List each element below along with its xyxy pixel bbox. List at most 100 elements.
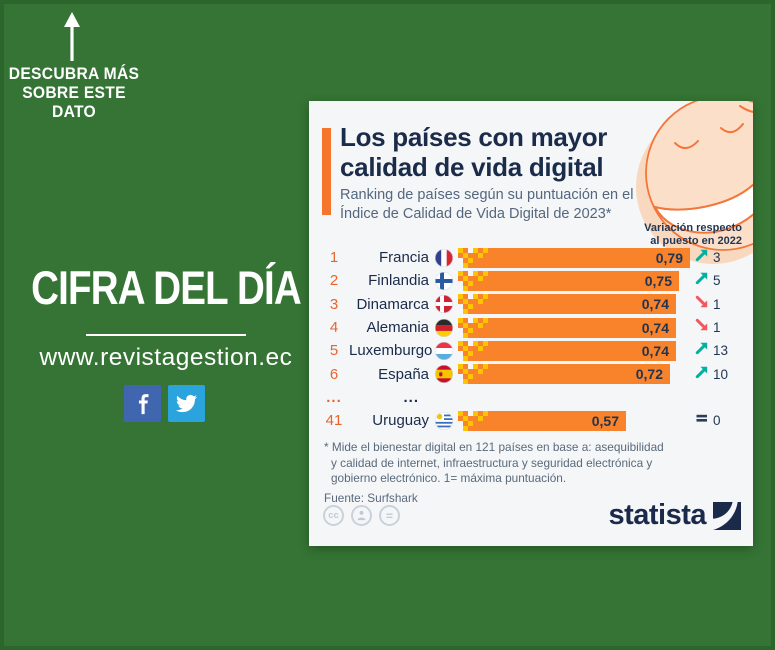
cc-icon: cc [323,505,344,526]
bar-pattern-square [478,275,483,281]
score-bar: 0,74 [458,294,676,315]
bar-pattern-square [458,340,463,346]
bar-pattern-square [483,364,488,370]
country-name: Alemania [366,319,429,337]
bar-pattern-square [468,420,473,426]
country-name: España [378,365,429,383]
bar-pattern-square [463,355,468,361]
bar-pattern-square [468,304,473,310]
trend-down-icon [695,295,709,314]
variation-badge: 13 [695,341,728,360]
cta-text: DESCUBRA MÁS SOBRE ESTE DATO [6,64,142,121]
score-value: 0,75 [644,272,672,289]
website-link[interactable]: www.revistagestion.ec [39,344,293,371]
score-value: 0,57 [591,412,619,429]
variation-value: 5 [713,273,721,289]
statista-logo: statista [608,499,741,532]
country-flag-icon [435,341,453,360]
variation-value: 1 [713,296,721,312]
bar-pattern-square [473,317,478,323]
footnote-line: * Mide el bienestar digital en 121 paíse… [324,440,664,454]
trend-up-icon [695,341,709,360]
ranking-row: 41 Uruguay 0,57 0 [309,409,753,432]
ranking-row: 3 Dinamarca 0,74 1 [309,293,753,316]
bar-pattern-square [478,345,483,351]
chart-subtitle-line: Índice de Calidad de Vida Digital de 202… [340,206,612,222]
chart-title: Los países con mayor calidad de vida dig… [340,122,607,182]
score-bar: 0,57 [458,410,626,431]
score-value: 0,74 [641,296,669,313]
bar-pattern-square [463,345,468,351]
bar-pattern-square [473,340,478,346]
score-bar: 0,74 [458,340,676,361]
bar-pattern-square [458,374,463,380]
bar-pattern-square [458,327,463,333]
bar-pattern-square [463,309,468,315]
license-icons: cc = [323,505,400,526]
ranking-row: 6 España 0,72 10 [309,362,753,385]
ranking-row: 1 Francia 0,79 3 [309,246,753,269]
rank-number: 6 [329,365,339,383]
country-name: Luxemburgo [349,342,433,360]
bar-pattern-square [468,270,473,276]
chart-subtitle: Ranking de países según su puntuación en… [340,186,633,224]
country-flag-icon [435,248,453,267]
bar-pattern-square [458,317,463,323]
country-flag-icon [435,411,453,430]
twitter-icon[interactable] [168,385,205,422]
bar-pattern-square [468,410,473,416]
bar-pattern-square [483,270,488,276]
bar-pattern-square [458,262,463,268]
bar-pattern-square [468,294,473,300]
bar-pattern-square [463,299,468,305]
variation-column-header: Variación respecto al puesto en 2022 [644,222,742,248]
trend-down-icon [695,318,709,337]
trend-up-icon [695,248,709,267]
cta-line: DATO [52,102,96,121]
rank-number: 4 [329,319,339,337]
facebook-icon[interactable] [124,385,161,422]
bar-pattern-square [483,410,488,416]
variation-value: 3 [713,250,721,266]
bar-pattern-square [458,364,463,370]
variation-value: 0 [713,413,721,429]
bar-pattern-square [468,350,473,356]
bar-pattern-square [463,285,468,291]
ellipsis-row: ...... [309,386,753,409]
variation-value: 1 [713,320,721,336]
variation-badge: 0 [695,411,721,430]
bar-pattern-square [473,270,478,276]
bar-pattern-square [478,299,483,305]
score-value: 0,74 [641,319,669,336]
bar-pattern-square [468,247,473,253]
trend-up-icon [695,365,709,384]
bar-pattern-square [458,350,463,356]
bar-pattern-square [463,379,468,385]
ranking-rows: 1 Francia 0,79 3 2 Finlandia 0,75 5 [309,246,753,432]
bar-pattern-square [458,355,463,361]
chart-card: Los países con mayor calidad de vida dig… [309,101,753,546]
page-title: CIFRA DEL DÍA [31,261,302,314]
statista-logo-mark [713,501,741,530]
ranking-row: 2 Finlandia 0,75 5 [309,269,753,292]
score-bar: 0,74 [458,317,676,338]
cta-line: DESCUBRA MÁS [8,64,140,83]
bar-pattern-square [473,364,478,370]
country-flag-icon [435,318,453,337]
title-accent-bar [322,128,331,215]
rank-number: 41 [325,412,343,430]
bar-pattern-square [478,369,483,375]
variation-value: 10 [713,366,729,382]
variation-badge: 1 [695,295,721,314]
chart-subtitle-line: Ranking de países según su puntuación en… [340,187,634,203]
bar-pattern-square [458,285,463,291]
bar-pattern-square [478,322,483,328]
bar-pattern-square [458,247,463,253]
country-flag-icon [435,271,453,290]
bar-pattern-square [473,410,478,416]
score-value: 0,79 [655,249,683,266]
bar-pattern-square [458,294,463,300]
bar-pattern-square [468,374,473,380]
variation-badge: 3 [695,248,721,267]
rank-number: 1 [329,249,339,267]
